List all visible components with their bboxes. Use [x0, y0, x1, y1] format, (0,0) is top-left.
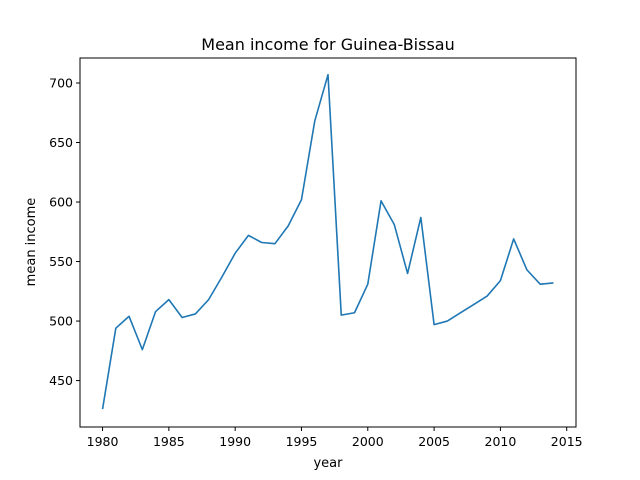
- x-tick-label: 2015: [551, 434, 583, 449]
- chart-title: Mean income for Guinea-Bissau: [201, 35, 454, 54]
- plot-area: [101, 73, 554, 410]
- y-tick-label: 700: [49, 75, 73, 90]
- x-tick-label: 1980: [87, 434, 119, 449]
- axes-frame: [79, 57, 577, 428]
- x-axis-label: year: [313, 456, 343, 471]
- x-axis: 1980 1985 1990 1995 2000 2005 2010 2015: [87, 427, 583, 449]
- y-axis: 450 500 550 600 650 700: [49, 75, 80, 388]
- y-tick-label: 500: [49, 314, 73, 329]
- y-axis-label: mean income: [24, 198, 39, 287]
- y-tick-label: 600: [49, 195, 73, 210]
- x-tick-label: 1990: [219, 434, 251, 449]
- x-tick-label: 1995: [286, 434, 318, 449]
- x-tick-label: 1985: [153, 434, 185, 449]
- x-tick-label: 2005: [418, 434, 450, 449]
- x-tick-label: 2000: [352, 434, 384, 449]
- y-tick-label: 550: [49, 254, 73, 269]
- y-tick-label: 450: [49, 373, 73, 388]
- series-line-0: [101, 73, 554, 410]
- x-tick-label: 2010: [485, 434, 517, 449]
- y-tick-label: 650: [49, 135, 73, 150]
